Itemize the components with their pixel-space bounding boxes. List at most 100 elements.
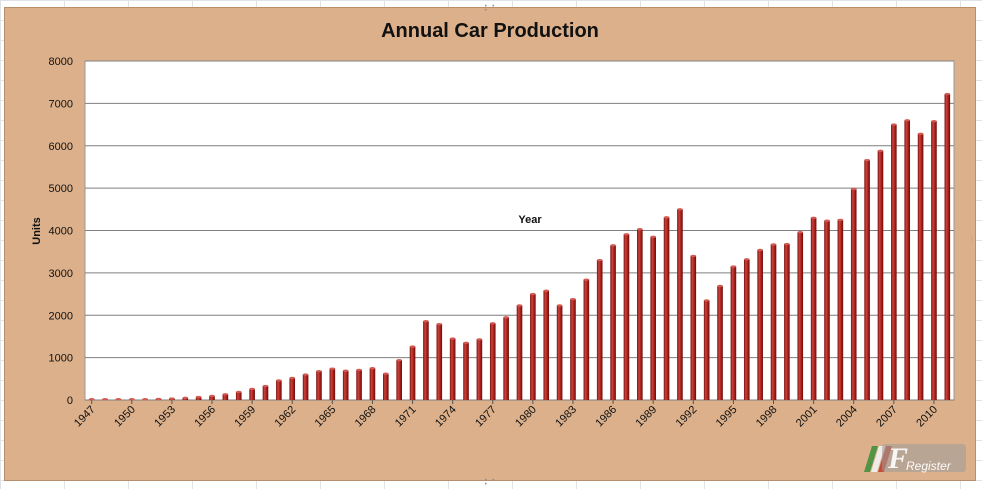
bar-cap — [877, 149, 884, 153]
bar-cap — [276, 379, 282, 382]
x-tick-label: 1992 — [674, 404, 700, 430]
bar-cap — [850, 187, 857, 191]
bar-cap — [489, 322, 496, 325]
bar-cap — [383, 372, 389, 375]
bar-cap — [623, 233, 630, 236]
bar-cap — [88, 398, 95, 401]
y-tick-label: 8000 — [49, 56, 73, 68]
bar-cap — [757, 248, 763, 252]
bar-cap — [516, 304, 523, 307]
bar — [677, 209, 683, 400]
bar — [449, 338, 456, 400]
bar-cap — [583, 278, 590, 281]
x-tick-label: 2004 — [834, 404, 860, 430]
bar — [276, 380, 282, 400]
bar-cap — [249, 387, 255, 391]
bar — [369, 368, 376, 400]
y-axis: 0 1000 2000 3000 4000 5000 6000 7000 8000 — [49, 56, 73, 407]
bar — [222, 394, 229, 400]
bar — [463, 342, 469, 400]
bar — [556, 305, 563, 400]
resize-handle-top[interactable]: • • • — [484, 3, 496, 14]
bar — [570, 299, 576, 400]
bar-cap — [663, 216, 670, 219]
bar — [717, 286, 723, 400]
bar — [423, 321, 429, 400]
bar — [342, 370, 349, 400]
bar-cap — [891, 123, 897, 126]
bar-cap — [944, 92, 951, 96]
bar-cap — [222, 393, 229, 396]
bar — [690, 255, 697, 400]
bar — [850, 188, 857, 400]
bar-cap — [797, 230, 804, 234]
bar-cap — [610, 244, 616, 247]
bar-cap — [128, 398, 135, 401]
x-tick-label: 1977 — [473, 404, 499, 430]
chart-title: Annual Car Production — [381, 20, 599, 42]
bar-cap — [115, 398, 122, 401]
bar-cap — [342, 369, 349, 372]
bar — [877, 150, 884, 400]
bar — [530, 294, 536, 400]
bar — [543, 290, 550, 400]
bar-cap — [195, 395, 202, 399]
bar — [396, 360, 402, 400]
bar — [249, 388, 255, 400]
bar-cap — [570, 297, 576, 301]
bar — [784, 244, 790, 400]
x-tick-label: 1956 — [192, 404, 218, 430]
bar — [409, 346, 416, 400]
bar — [356, 369, 362, 400]
bar-cap — [596, 258, 603, 262]
x-tick-label: 1986 — [593, 404, 619, 430]
bar — [436, 324, 443, 400]
bar-cap — [784, 242, 790, 246]
x-tick-label: 1965 — [313, 404, 339, 430]
bar-cap — [543, 289, 550, 292]
bar-cap — [302, 373, 309, 376]
watermark-text: Register — [906, 459, 952, 473]
bar-cap — [677, 208, 683, 211]
x-tick-label: 1953 — [152, 404, 178, 430]
bar-cap — [650, 235, 656, 239]
bar-cap — [102, 398, 108, 401]
bar-cap — [837, 218, 844, 222]
bar — [610, 245, 616, 400]
watermark-logo-letter: F — [887, 442, 908, 475]
resize-handle-right[interactable]: ⋮ — [969, 236, 976, 243]
x-axis-label: Year — [518, 214, 542, 226]
bar-cap — [209, 394, 215, 398]
bar — [663, 217, 670, 400]
bar-cap — [703, 299, 710, 302]
bar-cap — [730, 265, 737, 268]
resize-handle-bottom[interactable]: • • • — [484, 477, 496, 488]
bar-cap — [743, 258, 750, 261]
y-tick-label: 4000 — [49, 226, 73, 238]
bar-cap — [931, 119, 937, 123]
bar — [289, 377, 296, 400]
bar — [864, 160, 870, 400]
bar — [703, 300, 710, 400]
bar-cap — [423, 319, 429, 323]
bar — [837, 219, 844, 400]
x-tick-label: 1950 — [112, 404, 138, 430]
bar-cap — [463, 341, 469, 344]
bar-cap — [637, 228, 643, 231]
y-axis-label: Units — [31, 217, 43, 245]
bar-cap — [717, 284, 723, 288]
bar — [583, 279, 590, 400]
bar-cap — [142, 398, 148, 401]
y-tick-label: 3000 — [49, 268, 73, 280]
bar-cap — [476, 338, 483, 341]
y-tick-label: 1000 — [49, 353, 73, 365]
y-tick-label: 0 — [67, 395, 73, 407]
bar-cap — [182, 396, 189, 400]
bar — [810, 217, 817, 400]
x-tick-label: 2010 — [914, 404, 940, 430]
x-axis: 1947 1950 1953 1956 1959 1962 1965 1968 1971 1974… — [72, 400, 940, 429]
x-tick-label: 1959 — [232, 404, 258, 430]
x-tick-label: 2001 — [794, 404, 820, 430]
bar-cap — [864, 158, 870, 162]
bar — [743, 259, 750, 400]
